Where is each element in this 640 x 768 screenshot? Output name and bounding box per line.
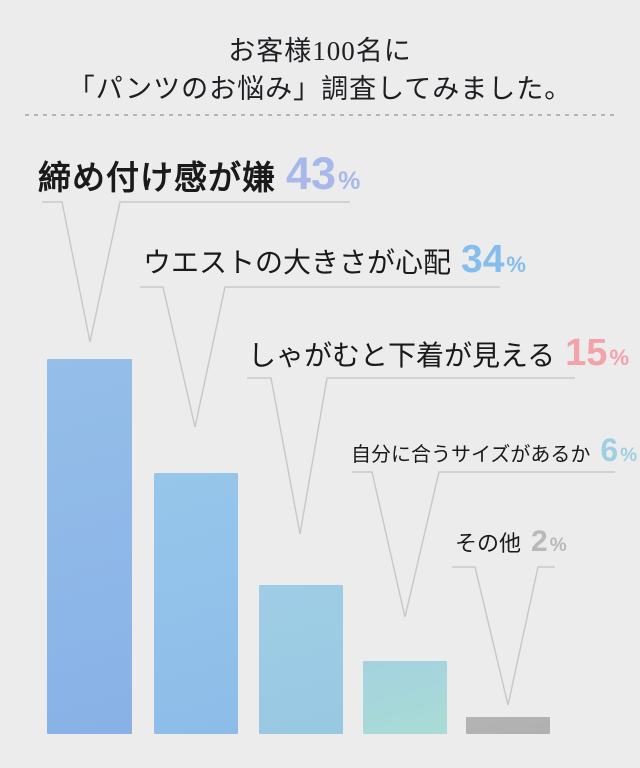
bar-value: 6 <box>600 432 619 468</box>
bar-value: 15 <box>565 332 608 374</box>
bar-label-text: 自分に合うサイズがあるか <box>351 444 591 466</box>
bar-label-text: ウエストの大きさが心配 <box>143 247 452 278</box>
bar-value-unit: % <box>506 252 526 277</box>
bar-1 <box>47 359 132 734</box>
dotted-divider <box>25 114 615 116</box>
bar-value-unit: % <box>549 535 567 556</box>
bar-label-4: 自分に合うサイズがあるか 6% <box>351 434 637 466</box>
bar-label-2: ウエストの大きさが心配 34% <box>143 240 526 279</box>
bar-value-unit: % <box>620 445 638 466</box>
bar-label-text: その他 <box>455 531 522 556</box>
bar-label-1: 締め付け感が嫌 43% <box>38 151 360 196</box>
bar-label-text: 締め付け感が嫌 <box>38 159 276 196</box>
bar-label-3: しゃがむと下着が見える 15% <box>248 334 629 372</box>
bar-2 <box>154 473 238 734</box>
bar-label-text: しゃがむと下着が見える <box>248 340 556 371</box>
chart-title-line2: 「パンツのお悩み」調査してみました。 <box>67 74 573 104</box>
bar-value: 2 <box>531 525 548 558</box>
bar-value-unit: % <box>609 345 630 370</box>
bar-3 <box>259 585 343 734</box>
bar-label-5: その他 2% <box>455 527 567 557</box>
chart-title: お客様100名に 「パンツのお悩み」調査してみました。 <box>0 32 640 108</box>
bar-5 <box>466 717 550 734</box>
bar-4 <box>363 661 447 734</box>
bar-value: 43 <box>286 148 337 199</box>
bar-value-unit: % <box>338 167 361 195</box>
pointer-line-5 <box>452 566 555 706</box>
bar-value: 34 <box>461 238 505 281</box>
chart-title-line1: お客様100名に <box>228 36 412 66</box>
